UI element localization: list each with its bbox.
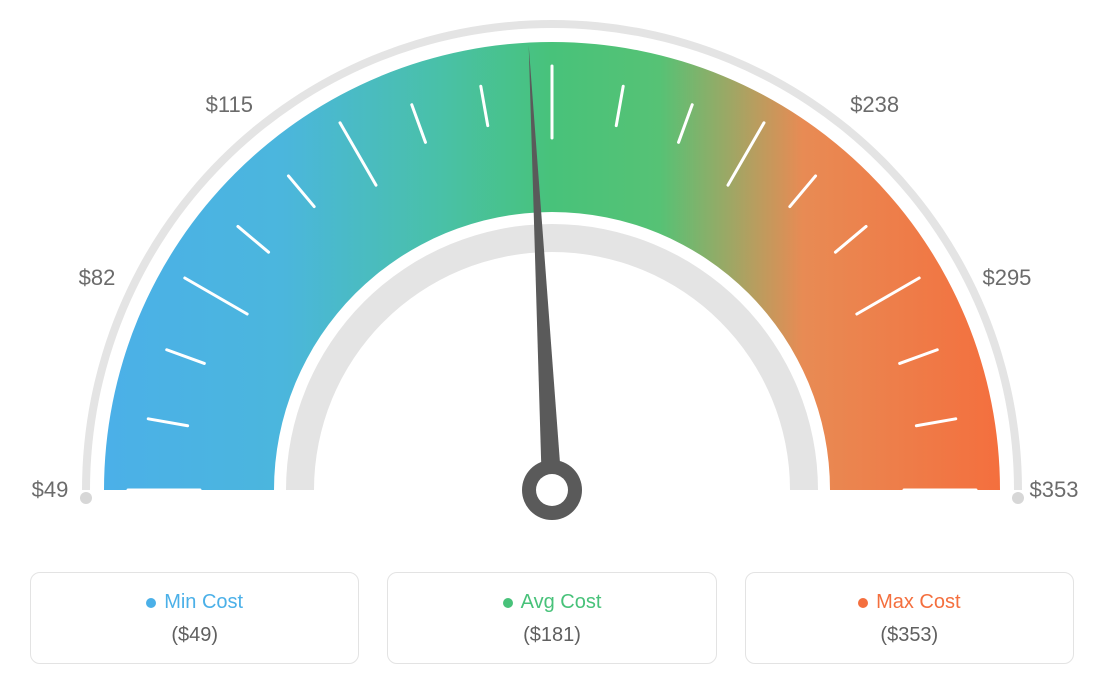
legend-item-min: Min Cost ($49) (30, 572, 359, 664)
tick-label: $181 (528, 0, 577, 1)
legend: Min Cost ($49) Avg Cost ($181) Max Cost … (30, 572, 1074, 664)
legend-value: ($49) (41, 624, 348, 647)
dot-icon (503, 598, 513, 608)
legend-value: ($353) (756, 624, 1063, 647)
legend-item-avg: Avg Cost ($181) (387, 572, 716, 664)
legend-label: Max Cost (876, 591, 960, 614)
dot-icon (146, 598, 156, 608)
tick-label: $353 (1030, 477, 1079, 503)
tick-label: $82 (79, 265, 116, 291)
tick-label: $49 (32, 477, 69, 503)
legend-value: ($181) (398, 624, 705, 647)
legend-title-max: Max Cost (858, 591, 960, 614)
legend-title-min: Min Cost (146, 591, 243, 614)
legend-label: Min Cost (164, 591, 243, 614)
dot-icon (858, 598, 868, 608)
legend-item-max: Max Cost ($353) (745, 572, 1074, 664)
gauge-container: $49 $82 $115 $181 $238 $295 $353 (0, 0, 1104, 560)
tick-label: $295 (982, 265, 1031, 291)
tick-label: $238 (850, 92, 899, 118)
legend-title-avg: Avg Cost (503, 591, 602, 614)
tick-label: $115 (206, 92, 253, 118)
legend-label: Avg Cost (521, 591, 602, 614)
cost-gauge-chart (0, 0, 1104, 560)
